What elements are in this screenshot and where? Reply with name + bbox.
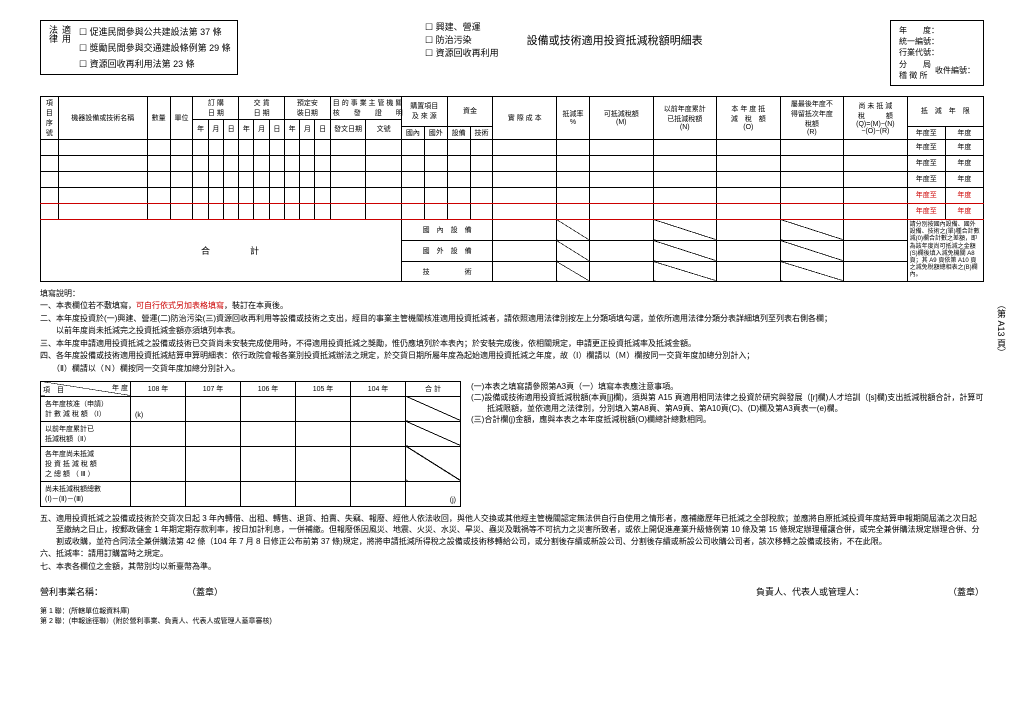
h-order: 訂 購 日 期 xyxy=(193,96,239,119)
h-prev: 以前年度累計 已抵減稅額 (N) xyxy=(653,96,717,139)
h-unit: 單位 xyxy=(170,96,193,139)
h-net: 尚 未 抵 減 稅 額 (Q)=(M)−(N) −(O)−(R) xyxy=(844,96,908,139)
notes2-block: 五、適用投資抵減之設備或技術於交貨次日起 3 年內轉借、出租、轉售、退貨、拍賣、… xyxy=(40,513,984,573)
info-uid: 統一編號： xyxy=(899,36,975,47)
law-box: 適用 法律 促進民間參與公共建設法第 37 條 獎勵民間參與交通建設條例第 29… xyxy=(40,20,238,75)
footer: 第 1 聯：(所轄單位報資料庫) 第 2 聯：(申報途徑聯）(附於營利事業、負責… xyxy=(40,606,984,626)
main-title: 設備或技術適用投資抵減稅額明細表 xyxy=(527,32,703,48)
year-table: 年 度 項 目 108 年 107 年 106 年 105 年 104 年 合 … xyxy=(40,381,461,507)
cb-item-1: 興建、營運 xyxy=(425,20,499,33)
info-year: 年 度： xyxy=(899,25,975,36)
h-cost: 實 際 成 本 xyxy=(493,96,557,139)
h-deliver: 交 貨 日 期 xyxy=(239,96,285,119)
info-industry: 行業代號： xyxy=(899,47,975,58)
h-deduct: 可抵減稅額 (M) xyxy=(589,96,653,139)
main-table: 項目序號 機器設備或技術名稱 數量 單位 訂 購 日 期 交 貨 日 期 預定安… xyxy=(40,96,984,283)
law-label-top: 適用 xyxy=(60,25,73,70)
h-rate: 抵減率 % xyxy=(556,96,589,139)
law-item-1: 促進民間參與公共建設法第 37 條 xyxy=(79,25,231,38)
h-auth: 目 的 事 業 主 管 機 關 核 發 證 明 xyxy=(330,96,401,119)
h-fund: 資金 xyxy=(447,96,493,126)
h-qty: 數量 xyxy=(147,96,170,139)
cb-item-2: 防治污染 xyxy=(425,33,499,46)
h-curr: 本 年 度 抵 減 稅 額 (O) xyxy=(717,96,781,139)
info-receipt: 收件編號： xyxy=(931,59,975,81)
notes-block: 填寫說明： 一、本表欄位若不敷填寫，可自行依式另加表格填寫，裝訂在本頁後。二、本… xyxy=(40,288,984,374)
cb-item-3: 資源回收再利用 xyxy=(425,46,499,59)
h-last: 屬最後年度不 得留抵次年度 稅額 (R) xyxy=(780,96,844,139)
page-side-label: （第 A13 頁） xyxy=(995,300,1008,357)
notes-title: 填寫說明： xyxy=(40,288,984,300)
info-office: 稽 徵 所 xyxy=(899,70,931,81)
h-name: 機器設備或技術名稱 xyxy=(58,96,147,139)
title-block: 興建、營運 防治污染 資源回收再利用 設備或技術適用投資抵減稅額明細表 xyxy=(425,20,703,59)
h-seq: 項目序號 xyxy=(41,96,59,139)
h-purchase: 購置項目 及 來 源 xyxy=(401,96,447,126)
sum-label: 合計 xyxy=(41,219,402,282)
year-notes: (一)本表之填寫請參照第A3頁（一）填寫本表應注意事項。 (二)設備或技術適用投… xyxy=(471,381,984,507)
law-item-3: 資源回收再利用法第 23 條 xyxy=(79,57,231,70)
info-box: 年 度： 統一編號： 行業代號： 分 局 稽 徵 所 收件編號： xyxy=(890,20,984,86)
h-dyear: 抵 減 年 限 xyxy=(907,96,983,126)
law-label-bottom: 法律 xyxy=(47,25,60,70)
signature-row: 營利事業名稱：（蓋章） 負責人、代表人或管理人：（蓋章） xyxy=(40,585,984,598)
info-branch: 分 局 xyxy=(899,59,931,70)
h-sched: 預定安 裝日期 xyxy=(284,96,330,119)
law-item-2: 獎勵民間參與交通建設條例第 29 條 xyxy=(79,41,231,54)
side-note: 請分別按國內設備、國外設備、技術之(單)種合計數減(0)欄合計數之差額，即為該年… xyxy=(907,219,983,282)
